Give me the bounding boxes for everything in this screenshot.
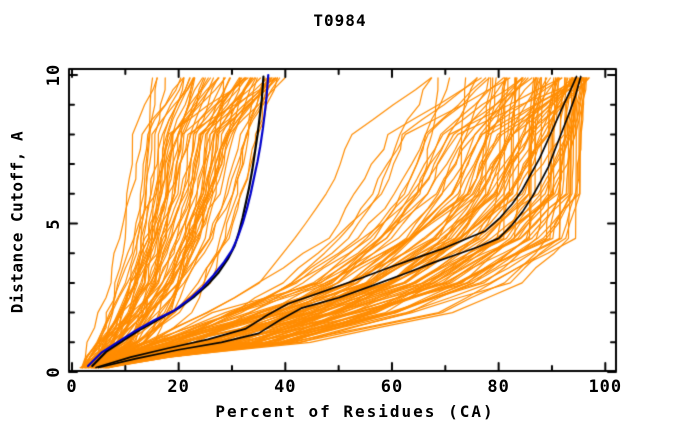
y-tick-label: 0 bbox=[44, 366, 64, 378]
x-tick-label: 0 bbox=[66, 377, 78, 397]
x-tick-label: 80 bbox=[487, 377, 510, 397]
y-tick-label: 10 bbox=[44, 63, 64, 87]
chart-title: T0984 bbox=[313, 11, 367, 30]
x-tick-label: 40 bbox=[274, 377, 297, 397]
y-tick-label: 5 bbox=[44, 217, 64, 230]
x-tick-label: 60 bbox=[380, 377, 404, 397]
y-axis-label: Distance Cutoff, A bbox=[7, 130, 27, 314]
x-tick-label: 20 bbox=[167, 377, 190, 397]
x-axis-label: Percent of Residues (CA) bbox=[215, 402, 495, 421]
x-tick-label: 100 bbox=[588, 377, 623, 397]
